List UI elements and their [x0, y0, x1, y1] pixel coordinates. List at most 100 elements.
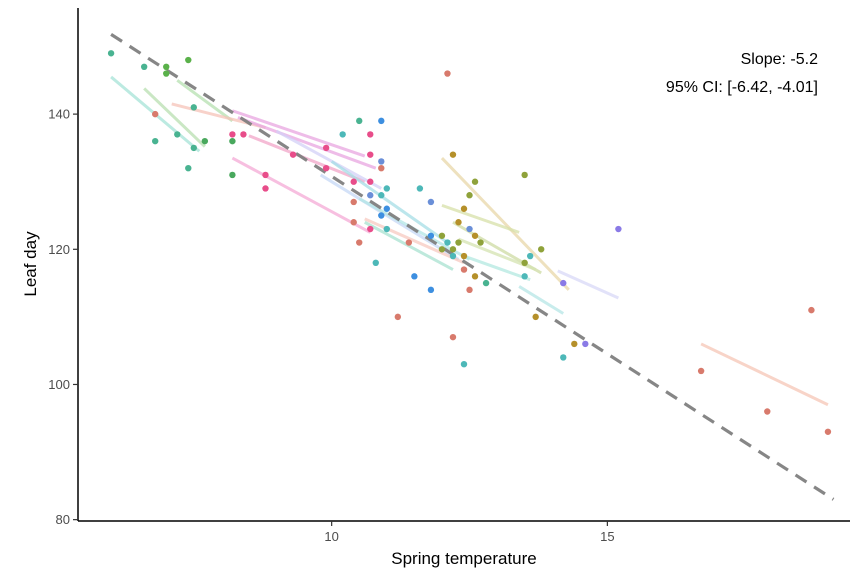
group-fit-line	[364, 220, 454, 271]
data-point	[262, 171, 269, 179]
group-fit-line	[364, 217, 465, 265]
data-point	[350, 178, 357, 185]
data-point	[466, 225, 473, 233]
data-point	[455, 239, 462, 246]
data-point	[350, 219, 357, 226]
group-fit-line	[143, 87, 206, 148]
data-point	[449, 151, 457, 158]
data-point	[521, 259, 528, 267]
data-point	[405, 239, 413, 246]
ci-annotation: 95% CI: [-6.42, -4.01]	[666, 79, 818, 96]
group-fit-line	[319, 173, 460, 261]
data-point	[521, 273, 528, 280]
data-point	[394, 313, 402, 321]
data-point	[571, 340, 578, 348]
data-point	[466, 192, 473, 199]
data-point	[538, 246, 545, 253]
group-fit-lines	[110, 75, 829, 407]
data-point	[185, 56, 192, 64]
axes	[77, 8, 850, 522]
data-point	[240, 131, 247, 138]
overall-fit-line-group	[110, 33, 835, 501]
group-fit-line	[700, 342, 829, 407]
data-point	[427, 198, 435, 206]
data-point	[560, 279, 567, 287]
data-point	[378, 192, 385, 199]
group-fit-line	[557, 269, 620, 300]
data-point	[449, 246, 457, 253]
data-point	[582, 340, 589, 348]
data-point	[163, 63, 170, 71]
data-point	[460, 266, 468, 273]
data-point	[152, 110, 159, 118]
x-tick-label: 15	[600, 529, 614, 544]
group-fit-line	[275, 129, 383, 190]
group-fit-line	[231, 156, 371, 234]
data-point	[339, 131, 346, 138]
data-point	[367, 131, 374, 138]
data-point	[378, 212, 385, 219]
x-tick-label: 10	[324, 529, 338, 544]
data-point	[460, 205, 468, 212]
data-point	[764, 408, 771, 415]
data-point	[383, 225, 390, 233]
data-point	[322, 144, 330, 152]
data-point	[438, 232, 446, 239]
slope-annotation: Slope: -5.2	[741, 51, 818, 68]
ticks: 10 15 80 100 120 140	[48, 107, 614, 544]
data-point	[471, 232, 479, 239]
overall-fit-line	[110, 33, 835, 501]
data-points	[107, 50, 832, 435]
data-point	[185, 164, 192, 172]
group-fit-line	[330, 160, 449, 244]
data-point	[356, 239, 363, 246]
data-point	[190, 104, 197, 111]
data-point	[560, 354, 567, 361]
data-point	[808, 306, 815, 314]
data-point	[460, 360, 468, 368]
data-point	[482, 279, 490, 287]
data-point	[455, 219, 462, 226]
data-point	[411, 273, 418, 280]
data-point	[824, 428, 832, 435]
data-point	[201, 137, 209, 145]
data-point	[477, 239, 484, 246]
group-fit-line	[237, 116, 377, 170]
x-axis-title: Spring temperature	[391, 549, 537, 568]
data-point	[444, 239, 451, 246]
data-point	[383, 185, 390, 192]
group-fit-line	[463, 254, 531, 282]
data-point	[471, 273, 479, 280]
data-point	[697, 367, 705, 375]
data-point	[140, 63, 148, 71]
data-point	[471, 178, 479, 185]
data-point	[438, 246, 446, 253]
data-point	[229, 171, 236, 179]
y-tick-label: 120	[48, 242, 70, 257]
data-point	[229, 137, 236, 145]
data-point	[367, 178, 374, 185]
data-point	[190, 144, 197, 152]
group-fit-line	[440, 157, 570, 291]
data-point	[532, 313, 539, 321]
data-point	[427, 286, 435, 294]
data-point	[107, 50, 115, 57]
data-point	[416, 185, 424, 192]
group-fit-line	[441, 203, 520, 234]
data-point	[449, 252, 457, 260]
data-point	[174, 131, 181, 138]
data-point	[350, 198, 357, 206]
data-point	[449, 333, 457, 341]
data-point	[444, 70, 451, 77]
y-tick-label: 140	[48, 107, 70, 122]
data-point	[289, 151, 297, 158]
data-point	[367, 151, 374, 158]
data-point	[378, 164, 385, 172]
y-tick-label: 100	[48, 377, 70, 392]
data-point	[163, 70, 170, 77]
data-point	[526, 252, 534, 260]
data-point	[383, 205, 390, 212]
group-fit-line	[518, 285, 565, 315]
